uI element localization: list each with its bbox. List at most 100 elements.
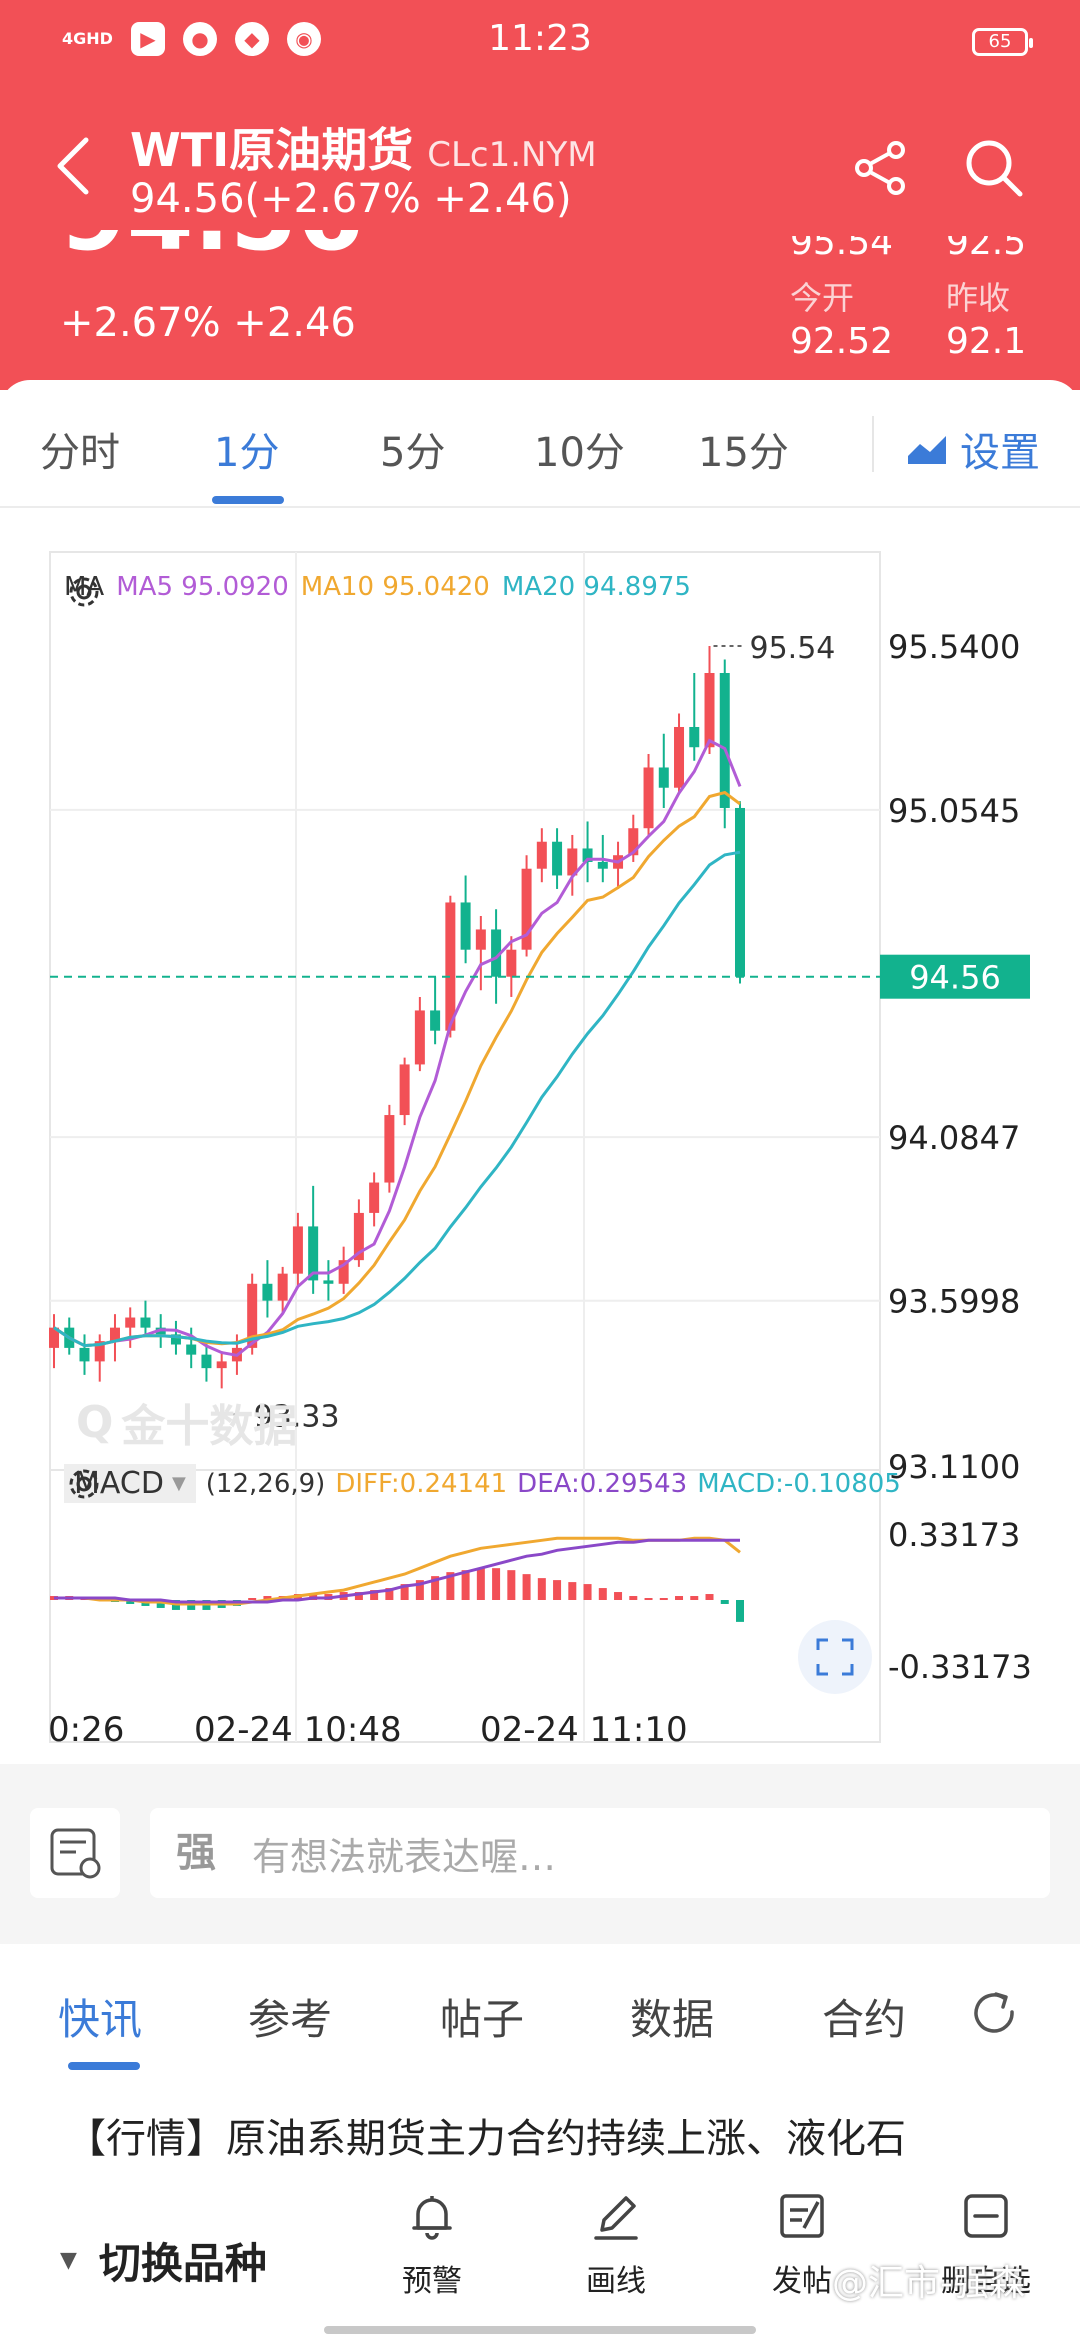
user-avatar-icon: 强: [176, 1830, 216, 1876]
note-settings-icon: [50, 1828, 101, 1879]
tab-timeshare[interactable]: 分时: [40, 430, 120, 476]
chart-settings-button[interactable]: 设置: [906, 420, 1040, 478]
open-label: 今开: [790, 279, 855, 317]
macd-histogram-bar: [629, 1596, 638, 1600]
prev-close-value: 92.1: [946, 321, 1027, 362]
y-tick-label: 94.0847: [888, 1119, 1020, 1157]
draw-line-button[interactable]: 画线: [556, 2188, 676, 2300]
chat-app-icon: ●: [182, 22, 217, 56]
candle-body: [674, 726, 685, 788]
candle-body: [597, 861, 608, 869]
ma20-value: MA20 94.8975: [501, 572, 691, 602]
alert-button[interactable]: 预警: [372, 2188, 492, 2300]
comment-input[interactable]: 强 有想法就表达喔…: [150, 1808, 1050, 1898]
macd-histogram-bar: [263, 1596, 272, 1600]
candle-body: [567, 848, 578, 876]
fullscreen-button[interactable]: [798, 1620, 872, 1694]
candle-body: [384, 1115, 395, 1183]
macd-histogram-bar: [415, 1580, 424, 1600]
tab-posts[interactable]: 帖子: [440, 1995, 525, 2044]
nav-bar: WTI原油期货 CLc1.NYM 94.56(+2.67% +2.46): [0, 100, 1080, 240]
tab-reference[interactable]: 参考: [248, 1995, 333, 2044]
candle-body: [369, 1182, 380, 1213]
user-watermark: @汇市-强森: [832, 2263, 1025, 2304]
low-value: 92.5: [946, 236, 1027, 263]
candle-body: [262, 1283, 273, 1301]
caret-down-icon: ▼: [60, 2248, 77, 2273]
pen-icon: [594, 2196, 638, 2240]
tab-divider: [872, 416, 874, 472]
candle-body: [277, 1273, 288, 1301]
macd-histogram-bar: [354, 1592, 363, 1600]
macd-histogram-bar: [461, 1570, 470, 1600]
candle-body: [704, 672, 715, 748]
note-button[interactable]: [30, 1808, 120, 1898]
edit-note-icon: [780, 2194, 824, 2238]
home-indicator[interactable]: [324, 2326, 756, 2334]
open-stat: 今开 92.52: [790, 276, 893, 364]
candle-body: [247, 1283, 258, 1348]
minus-box-icon: [964, 2194, 1008, 2238]
macd-legend: MACD ▼ (12,26,9) DIFF:0.24141 DEA:0.2954…: [64, 1464, 901, 1503]
macd-histogram-bar: [568, 1582, 577, 1600]
macd-histogram-bar: [720, 1600, 729, 1604]
x-axis-label: 0:26: [48, 1710, 125, 1750]
y-tick-label: 95.0545: [888, 792, 1020, 830]
macd-histogram-bar: [507, 1570, 516, 1600]
remove-watchlist-button[interactable]: 删自选: [926, 2188, 1046, 2300]
candle-body: [658, 767, 669, 788]
gear-icon[interactable]: [64, 572, 104, 612]
draw-line-label: 画线: [586, 2264, 646, 2299]
ma5-line: [53, 738, 742, 1357]
macd-histogram-bar: [156, 1600, 165, 1608]
tab-1min[interactable]: 1分: [214, 430, 280, 476]
candle-body: [445, 902, 456, 1031]
tab-10min[interactable]: 10分: [534, 430, 625, 476]
candle-body: [79, 1347, 90, 1362]
switch-instrument-button[interactable]: ▼ 切换品种: [60, 2230, 267, 2291]
candle-body: [628, 828, 639, 856]
macd-histogram-bar: [522, 1574, 531, 1600]
tab-contract[interactable]: 合约: [822, 1995, 907, 2044]
news-headline[interactable]: 【行情】原油系期货主力合约持续上涨、液化石: [66, 2116, 906, 2162]
status-icons: 4GHD ▶ ● ◆ ◉: [62, 22, 321, 56]
macd-histogram-bar: [370, 1590, 379, 1600]
big-change: +2.67% +2.46: [60, 300, 356, 346]
candle-body: [216, 1361, 227, 1369]
search-icon[interactable]: [962, 136, 1024, 198]
big-price: 94.56: [60, 230, 360, 282]
candle-body: [399, 1064, 410, 1116]
tab-5min[interactable]: 5分: [380, 430, 446, 476]
macd-gear-icon[interactable]: [64, 1464, 104, 1504]
caret-down-icon: ▼: [171, 1473, 186, 1494]
switch-instrument-label: 切换品种: [98, 2239, 267, 2288]
brand-watermark: Q 金十数据: [76, 1396, 298, 1453]
chevron-left-icon: [57, 137, 89, 195]
candle-body: [735, 807, 745, 977]
macd-histogram-bar: [675, 1596, 684, 1600]
back-button[interactable]: [52, 136, 96, 196]
chart-icon: [908, 436, 946, 464]
instrument-title: WTI原油期货 CLc1.NYM: [130, 114, 597, 180]
browser-app-icon: ◆: [234, 22, 269, 56]
post-button[interactable]: 发帖: [742, 2188, 862, 2300]
macd-params: (12,26,9): [205, 1468, 326, 1499]
diff-value: DIFF:0.24141: [335, 1468, 508, 1499]
share-icon[interactable]: [852, 140, 908, 196]
video-app-icon: ▶: [130, 22, 165, 56]
instrument-name: WTI原油期货: [130, 123, 414, 177]
tab-15min[interactable]: 15分: [698, 430, 789, 476]
candle-body: [552, 841, 563, 876]
macd-dea-line: [54, 1538, 740, 1604]
open-value: 92.52: [790, 321, 894, 362]
candle-body: [186, 1344, 197, 1355]
tab-flash-news[interactable]: 快讯: [58, 1995, 143, 2044]
battery-indicator: 65: [972, 28, 1033, 56]
tab-data[interactable]: 数据: [630, 1995, 715, 2044]
kline-chart[interactable]: 95.5400 95.0545 94.0847 93.5998 93.1100 94.56…: [0, 510, 1080, 1770]
candle-body: [109, 1327, 120, 1342]
candle-body: [719, 672, 730, 808]
ma10-line: [53, 790, 741, 1348]
refresh-icon[interactable]: [966, 1986, 1022, 2042]
macd-histogram-bar: [385, 1588, 394, 1600]
